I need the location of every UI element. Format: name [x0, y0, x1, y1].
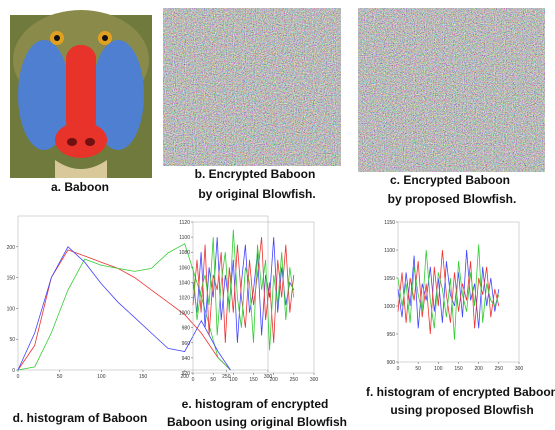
encrypted-image: [358, 8, 545, 172]
caption: c. Encrypted Baboon: [390, 173, 510, 187]
x-tick-label: 50: [415, 366, 421, 372]
x-tick-label: 150: [139, 374, 148, 380]
x-tick-label: 100: [229, 377, 238, 383]
y-tick-label: 0: [12, 368, 15, 374]
y-tick-label: 1050: [384, 276, 395, 282]
y-tick-label: 100: [7, 306, 16, 312]
caption: f. histogram of encrypted Baboon: [366, 385, 555, 399]
x-tick-label: 150: [454, 366, 463, 372]
histogram-line: [193, 230, 294, 351]
y-tick-label: 1000: [179, 311, 190, 317]
y-tick-label: 1120: [179, 220, 190, 226]
y-tick-label: 150: [7, 276, 16, 282]
y-tick-label: 940: [182, 356, 191, 362]
figure: a. Baboon b. Encrypted Baboon by origina…: [0, 0, 555, 430]
x-tick-label: 0: [17, 374, 20, 380]
caption: a. Baboon: [51, 180, 109, 194]
y-tick-label: 1100: [384, 248, 395, 254]
caption: e. histogram of encrypted: [182, 397, 329, 411]
histogram-line: [398, 250, 499, 334]
x-tick-label: 250: [495, 366, 504, 372]
y-tick-label: 1060: [179, 265, 190, 271]
y-tick-label: 1100: [179, 235, 190, 241]
x-tick-label: 300: [310, 377, 319, 383]
y-tick-label: 1000: [384, 304, 395, 310]
y-tick-label: 920: [182, 371, 191, 377]
baboon-image: [10, 10, 152, 178]
x-tick-label: 50: [210, 377, 216, 383]
y-tick-label: 960: [182, 341, 191, 347]
x-tick-label: 200: [269, 377, 278, 383]
x-tick-label: 300: [515, 366, 524, 372]
caption: d. histogram of Baboon: [13, 411, 148, 425]
y-tick-label: 200: [7, 245, 16, 251]
y-tick-label: 980: [182, 326, 191, 332]
y-tick-label: 1020: [179, 296, 190, 302]
y-tick-label: 1040: [179, 280, 190, 286]
x-tick-label: 150: [249, 377, 258, 383]
x-tick-label: 250: [290, 377, 299, 383]
caption: b. Encrypted Baboon: [195, 167, 316, 181]
x-tick-label: 50: [57, 374, 63, 380]
x-tick-label: 100: [97, 374, 106, 380]
caption: using proposed Blowfish: [390, 403, 533, 417]
x-tick-label: 0: [192, 377, 195, 383]
y-tick-label: 1150: [384, 220, 395, 226]
y-tick-label: 50: [9, 337, 15, 343]
x-tick-label: 0: [397, 366, 400, 372]
encrypted-image: [163, 8, 341, 166]
x-tick-label: 200: [474, 366, 483, 372]
y-tick-label: 900: [387, 360, 396, 366]
plot-area: [193, 222, 314, 373]
caption: Baboon using original Blowfish: [167, 415, 347, 429]
y-tick-label: 1080: [179, 250, 190, 256]
y-tick-label: 950: [387, 332, 396, 338]
x-tick-label: 100: [434, 366, 443, 372]
caption: by original Blowfish.: [198, 187, 315, 201]
caption: by proposed Blowfish.: [388, 192, 517, 206]
histogram-line: [398, 244, 499, 339]
